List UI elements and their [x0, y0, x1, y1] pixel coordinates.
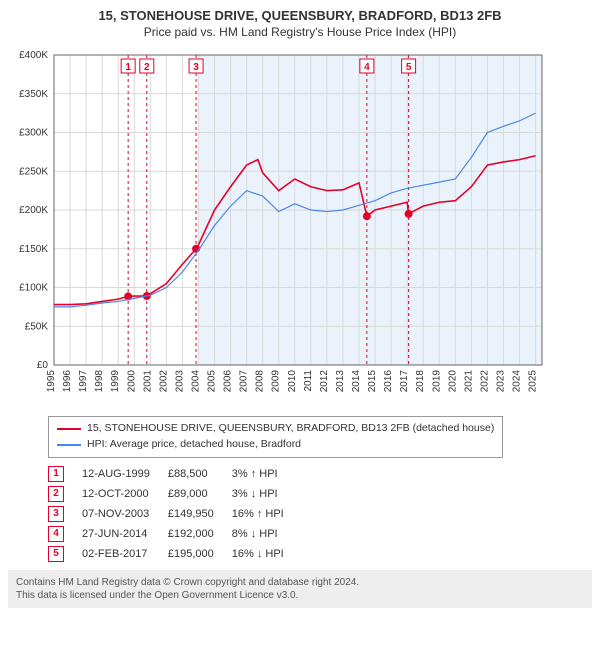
chart-svg: £0 £50K £100K £150K £200K £250K £300K £350K £400…: [8, 45, 548, 405]
event-price: £195,000: [168, 544, 232, 564]
price-chart: £0 £50K £100K £150K £200K £250K £300K £350K £400…: [8, 45, 592, 408]
event-price: £89,000: [168, 484, 232, 504]
svg-text:2013: 2013: [335, 370, 346, 393]
svg-text:2010: 2010: [287, 370, 298, 393]
svg-text:1: 1: [125, 62, 131, 73]
legend-row-2: HPI: Average price, detached house, Brad…: [57, 437, 494, 453]
legend-swatch-1: [57, 428, 81, 430]
svg-text:2015: 2015: [367, 370, 378, 393]
event-marker-box: 5: [48, 546, 64, 562]
event-marker-box: 3: [48, 506, 64, 522]
event-price: £149,950: [168, 504, 232, 524]
legend-row-1: 15, STONEHOUSE DRIVE, QUEENSBURY, BRADFO…: [57, 421, 494, 437]
svg-text:2002: 2002: [158, 370, 169, 393]
svg-text:£400K: £400K: [19, 50, 48, 61]
svg-text:2011: 2011: [303, 370, 314, 392]
svg-text:£350K: £350K: [19, 89, 48, 100]
svg-text:2009: 2009: [271, 370, 282, 393]
event-date: 12-AUG-1999: [82, 464, 168, 484]
svg-text:2016: 2016: [383, 370, 394, 393]
svg-text:2007: 2007: [239, 370, 250, 393]
event-date: 12-OCT-2000: [82, 484, 168, 504]
event-date: 07-NOV-2003: [82, 504, 168, 524]
legend: 15, STONEHOUSE DRIVE, QUEENSBURY, BRADFO…: [48, 416, 503, 458]
svg-text:2022: 2022: [479, 370, 490, 393]
svg-text:1997: 1997: [78, 370, 89, 393]
event-price: £88,500: [168, 464, 232, 484]
svg-text:£50K: £50K: [25, 321, 49, 332]
events-table: 112-AUG-1999£88,5003% ↑ HPI212-OCT-2000£…: [48, 464, 592, 564]
event-row: 3 07-NOV-2003£149,95016% ↑ HPI: [48, 504, 302, 524]
svg-text:3: 3: [193, 62, 199, 73]
event-row: 2 12-OCT-2000£89,0003% ↓ HPI: [48, 484, 302, 504]
svg-text:2020: 2020: [447, 370, 458, 393]
footer-line-1: Contains HM Land Registry data © Crown c…: [16, 576, 584, 589]
svg-text:5: 5: [406, 62, 412, 73]
event-date: 02-FEB-2017: [82, 544, 168, 564]
legend-swatch-2: [57, 444, 81, 446]
svg-text:2005: 2005: [207, 370, 218, 393]
legend-label-2: HPI: Average price, detached house, Brad…: [87, 437, 301, 453]
event-row: 5 02-FEB-2017£195,00016% ↓ HPI: [48, 544, 302, 564]
event-marker-box: 1: [48, 466, 64, 482]
event-row: 4 27-JUN-2014£192,0008% ↓ HPI: [48, 524, 302, 544]
svg-text:£300K: £300K: [19, 128, 48, 139]
svg-text:2000: 2000: [126, 370, 137, 393]
svg-text:2008: 2008: [255, 370, 266, 393]
svg-text:2012: 2012: [319, 370, 330, 393]
event-marker-box: 2: [48, 486, 64, 502]
svg-text:2: 2: [144, 62, 150, 73]
event-delta: 3% ↓ HPI: [232, 484, 302, 504]
svg-text:1998: 1998: [94, 370, 105, 393]
svg-text:£200K: £200K: [19, 205, 48, 216]
legend-label-1: 15, STONEHOUSE DRIVE, QUEENSBURY, BRADFO…: [87, 421, 494, 437]
page-subtitle: Price paid vs. HM Land Registry's House …: [8, 25, 592, 39]
footer-line-2: This data is licensed under the Open Gov…: [16, 589, 584, 602]
page-title: 15, STONEHOUSE DRIVE, QUEENSBURY, BRADFO…: [8, 8, 592, 23]
event-date: 27-JUN-2014: [82, 524, 168, 544]
event-delta: 3% ↑ HPI: [232, 464, 302, 484]
event-delta: 8% ↓ HPI: [232, 524, 302, 544]
svg-text:2001: 2001: [142, 370, 153, 393]
svg-text:4: 4: [364, 62, 370, 73]
svg-text:£100K: £100K: [19, 283, 48, 294]
event-row: 1 12-AUG-1999£88,5003% ↑ HPI: [48, 464, 302, 484]
svg-text:£250K: £250K: [19, 166, 48, 177]
svg-text:2014: 2014: [351, 370, 362, 393]
svg-text:2018: 2018: [415, 370, 426, 393]
svg-text:2006: 2006: [223, 370, 234, 393]
svg-text:1995: 1995: [46, 370, 57, 393]
svg-text:2025: 2025: [528, 370, 539, 393]
svg-text:2024: 2024: [512, 370, 523, 393]
event-delta: 16% ↑ HPI: [232, 504, 302, 524]
footer: Contains HM Land Registry data © Crown c…: [8, 570, 592, 608]
event-price: £192,000: [168, 524, 232, 544]
event-marker-box: 4: [48, 526, 64, 542]
svg-text:£0: £0: [37, 360, 49, 371]
svg-text:1996: 1996: [62, 370, 73, 393]
svg-text:1999: 1999: [110, 370, 121, 393]
svg-text:2017: 2017: [399, 370, 410, 393]
svg-text:2021: 2021: [463, 370, 474, 393]
event-delta: 16% ↓ HPI: [232, 544, 302, 564]
svg-text:£150K: £150K: [19, 244, 48, 255]
svg-text:2004: 2004: [190, 370, 201, 393]
svg-text:2003: 2003: [174, 370, 185, 393]
svg-text:2019: 2019: [431, 370, 442, 393]
svg-text:2023: 2023: [495, 370, 506, 393]
